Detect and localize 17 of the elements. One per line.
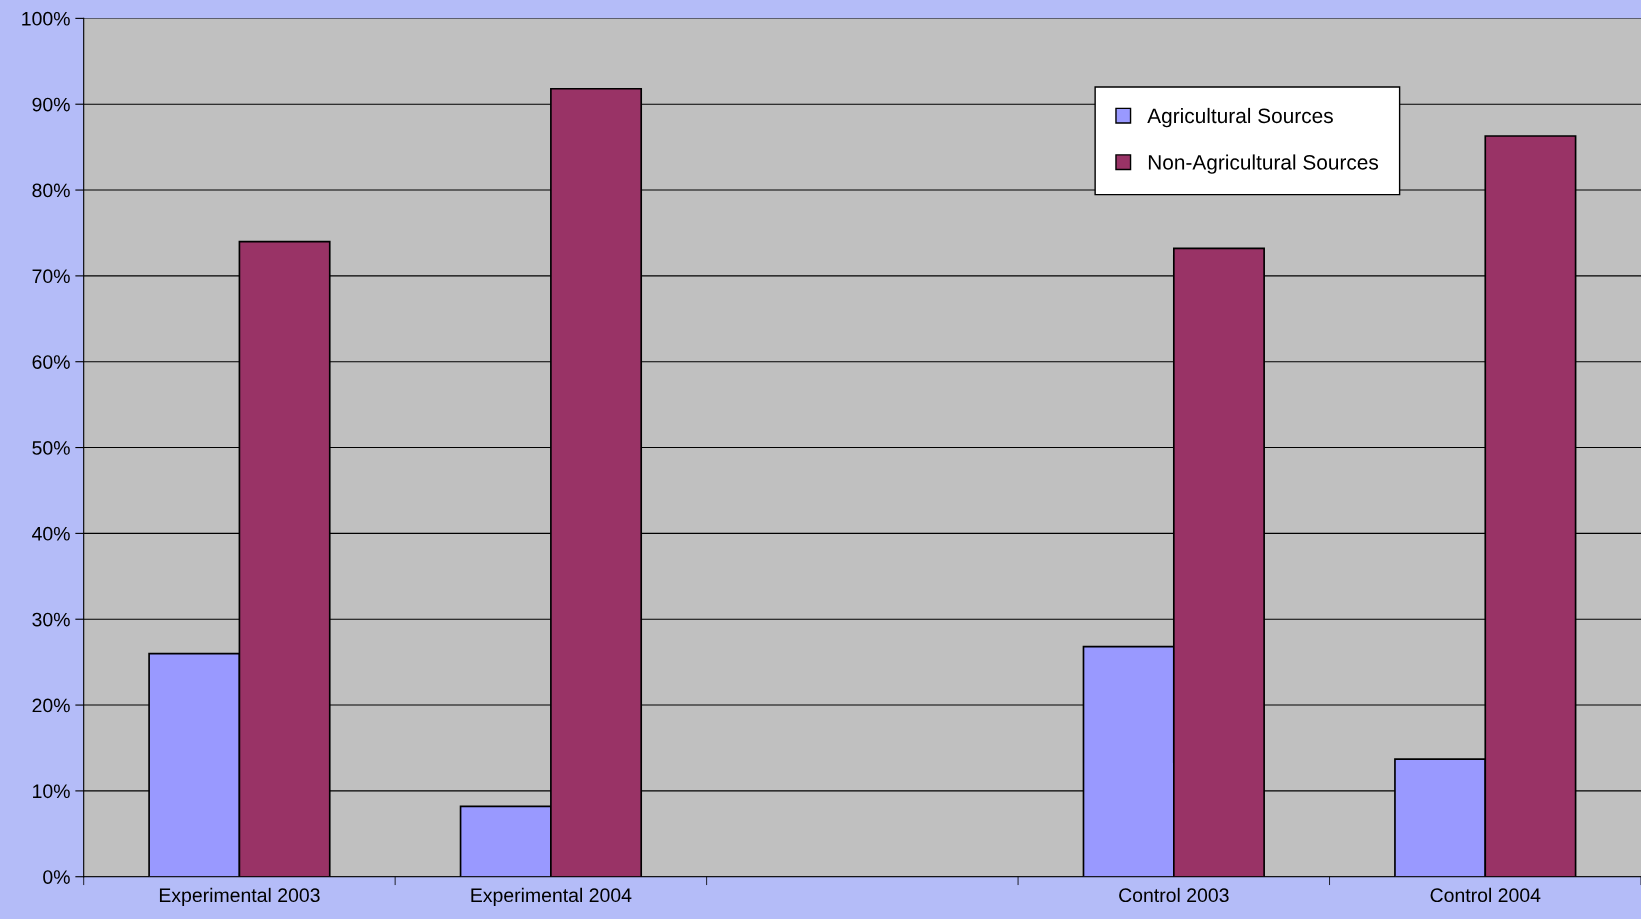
y-tick-label: 30% (32, 612, 70, 627)
y-tick-label: 0% (43, 870, 70, 884)
y-tick-label: 80% (32, 183, 70, 198)
y-tick-label: 100% (22, 11, 70, 26)
y-tick-label: 20% (32, 698, 70, 713)
y-tick-label: 40% (32, 526, 70, 541)
x-tick-label: Experimental 2003 (159, 887, 320, 906)
y-tick-label: 10% (33, 784, 70, 799)
x-tick-label: Control 2003 (1119, 887, 1229, 903)
x-tick-label: Control 2004 (1430, 887, 1541, 903)
x-tick-label: Experimental 2004 (471, 887, 632, 906)
legend-label: Agricultural Sources (1147, 107, 1333, 128)
y-tick-label: 60% (32, 355, 70, 369)
legend-label: Non-Agricultural Sources (1148, 154, 1379, 174)
y-tick-label: 70% (32, 269, 70, 284)
y-tick-label: 50% (32, 441, 70, 455)
y-tick-label: 90% (32, 97, 70, 112)
